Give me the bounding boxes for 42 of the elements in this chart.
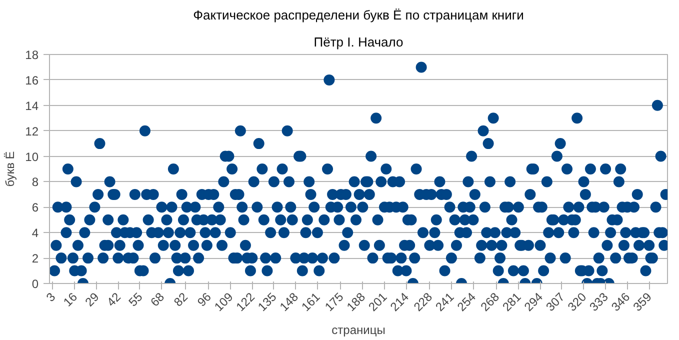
- y-tick-label: 12: [25, 124, 39, 138]
- y-axis-title: букв Ё: [3, 151, 18, 187]
- x-tick-label: 3: [44, 290, 58, 305]
- x-tick-label: 109: [212, 290, 236, 314]
- y-tick-label: 4: [32, 226, 39, 240]
- x-tick-label: 268: [478, 290, 502, 314]
- y-tick-label: 0: [32, 277, 39, 291]
- x-tick-label: 122: [233, 290, 258, 314]
- x-tick-label: 148: [276, 290, 302, 314]
- x-tick-label: 333: [586, 290, 612, 314]
- x-axis-title: страницы: [332, 323, 386, 338]
- x-tick-label: 82: [171, 290, 191, 310]
- x-tick-label: 294: [521, 290, 546, 314]
- x-tick-label: 175: [322, 290, 346, 314]
- x-tick-label: 281: [500, 290, 524, 314]
- chart-subtitle: Пётр I. Начало: [314, 34, 404, 50]
- x-tick-label: 346: [608, 290, 633, 314]
- y-tick-label: 2: [32, 252, 39, 266]
- x-tick-label: 42: [104, 290, 124, 310]
- x-tick-label: 359: [630, 290, 655, 314]
- x-tick-label: 55: [126, 290, 146, 310]
- x-tick-label: 228: [410, 290, 436, 314]
- y-tick-label: 6: [32, 200, 39, 215]
- x-tick-label: 201: [366, 290, 390, 314]
- x-tick-label: 161: [298, 290, 323, 314]
- x-tick-label: 307: [543, 290, 568, 314]
- x-tick-label: 29: [82, 290, 102, 310]
- x-tick-label: 320: [565, 290, 590, 314]
- x-tick-label: 96: [194, 290, 214, 310]
- x-tick-label: 188: [344, 290, 368, 314]
- y-tick-label: 18: [25, 48, 39, 62]
- x-tick-label: 241: [432, 290, 457, 314]
- y-tick-label: 8: [32, 175, 39, 190]
- y-tick-label: 10: [25, 150, 39, 164]
- x-tick-label: 16: [60, 290, 80, 310]
- x-tick-label: 214: [387, 290, 412, 314]
- y-tick-label: 14: [25, 98, 39, 113]
- chart-title: Фактическое распределени букв Ё по страницам книги: [193, 8, 524, 22]
- x-tick-label: 68: [148, 290, 168, 310]
- x-tick-label: 254: [454, 290, 479, 314]
- x-tick-label: 135: [255, 290, 280, 314]
- y-tick-label: 16: [25, 73, 39, 88]
